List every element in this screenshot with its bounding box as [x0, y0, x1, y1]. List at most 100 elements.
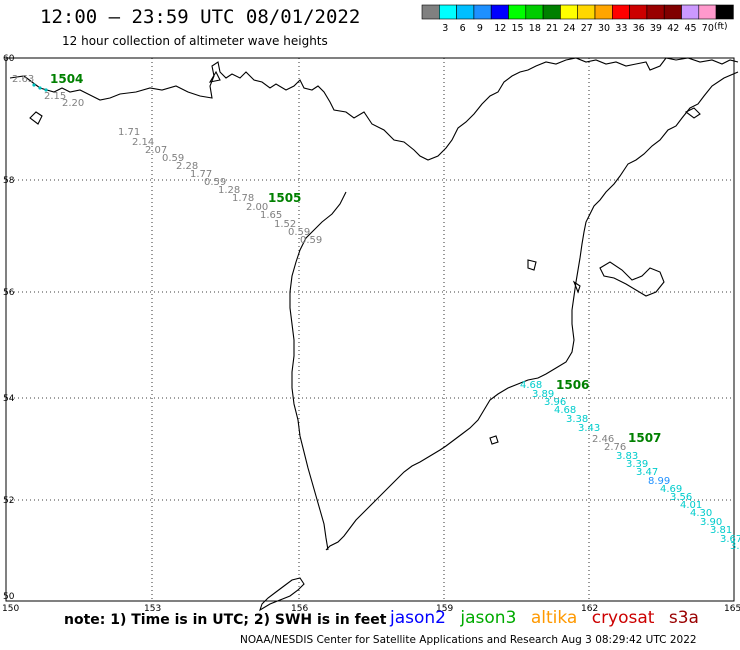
lat-tick-label: 52	[3, 496, 14, 506]
page-title: 12:00 – 23:59 UTC 08/01/2022	[40, 6, 361, 28]
lon-tick-label: 150	[2, 604, 19, 614]
color-scale-bin	[490, 4, 509, 20]
lon-tick-label: 153	[144, 604, 161, 614]
color-scale-label: 24	[563, 23, 575, 34]
island-7	[208, 70, 221, 83]
track-point	[38, 86, 42, 90]
swh-value: 3.81	[710, 525, 732, 536]
lon-tick-label: 156	[291, 604, 308, 614]
swh-value: 3.96	[544, 397, 566, 408]
coastline-kuril	[259, 577, 305, 612]
swh-value: 2.76	[604, 442, 626, 453]
lon-tick-label: 162	[581, 604, 598, 614]
swh-value: 0.59	[162, 153, 184, 164]
credit-line: NOAA/NESDIS Center for Satellite Applica…	[240, 634, 697, 646]
lon-tick-label: 165	[724, 604, 740, 614]
track-point	[32, 83, 36, 87]
swh-value: 3.47	[636, 467, 658, 478]
track-label: 1505	[268, 191, 301, 205]
color-scale-label: 45	[685, 23, 697, 34]
lat-tick-label: 50	[3, 592, 15, 602]
swh-value: 3.38	[566, 414, 588, 425]
color-scale-label: 21	[546, 23, 558, 34]
color-scale-bin	[421, 4, 440, 20]
color-scale-label: 33	[615, 23, 627, 34]
note-text: note: 1) Time is in UTC; 2) SWH is in fe…	[64, 612, 387, 628]
swh-value: 1.52	[274, 219, 296, 230]
color-scale-label: 9	[477, 23, 483, 34]
swh-value: 3.7	[730, 541, 740, 552]
track-point	[44, 88, 48, 92]
color-scale-bar: 3 6 9 12 15 18 21 24 27 30 33 36 39 42 45 70	[421, 4, 734, 34]
color-scale-bin	[681, 4, 700, 20]
mission-s3a: s3a	[668, 608, 699, 628]
swh-value: 1.78	[232, 193, 254, 204]
color-scale-bin	[715, 4, 734, 20]
color-scale-label: 3	[442, 23, 448, 34]
island-2	[572, 280, 581, 294]
color-scale-bin	[594, 4, 613, 20]
swh-value: 3.89	[532, 389, 554, 400]
swh-value: 1.77	[190, 169, 212, 180]
color-scale-label: 42	[667, 23, 679, 34]
island-6	[489, 435, 499, 445]
color-scale-bin	[629, 4, 648, 20]
swh-value: 3.39	[626, 459, 648, 470]
color-scale-label: 6	[460, 23, 466, 34]
mission-cryosat: cryosat	[591, 608, 655, 628]
swh-value: 3.90	[700, 517, 722, 528]
lat-tick-label: 60	[3, 54, 15, 64]
page-subtitle: 12 hour collection of altimeter wave hei…	[62, 34, 328, 48]
swh-value: 3.83	[616, 451, 638, 462]
mission-altika: altika	[530, 608, 578, 628]
color-scale-bin	[542, 4, 561, 20]
island-3	[599, 261, 665, 297]
swh-value: 2.63	[12, 74, 34, 85]
swh-value: 4.68	[520, 380, 542, 391]
color-scale-bin	[560, 4, 579, 20]
lat-tick-label: 54	[3, 394, 15, 404]
lon-tick-label: 159	[436, 604, 453, 614]
track-label: 1506	[556, 378, 589, 392]
color-scale-bin	[646, 4, 665, 20]
color-scale-bin	[525, 4, 544, 20]
color-scale-bin	[438, 4, 457, 20]
swh-value: 2.28	[176, 161, 198, 172]
swh-value: 4.68	[554, 405, 576, 416]
track-label: 1507	[628, 431, 661, 445]
swh-value: 0.59	[204, 177, 226, 188]
island-1	[527, 259, 537, 271]
coastline-mainland	[9, 57, 739, 161]
coastline-kamchatka-west	[325, 71, 739, 551]
mission-jason2: jason2	[390, 608, 446, 628]
swh-value: 4.30	[690, 508, 712, 519]
swh-value: 1.71	[118, 127, 140, 138]
color-scale-bin	[456, 4, 475, 20]
island-4	[684, 107, 701, 119]
color-scale-label: 12	[494, 23, 506, 34]
swh-value: 1.65	[260, 210, 282, 221]
swh-value: 4.01	[680, 500, 702, 511]
color-scale-unit: (ft)	[714, 22, 728, 32]
color-scale-label: 36	[633, 23, 645, 34]
map-frame	[5, 57, 735, 602]
island-5	[29, 111, 43, 125]
swh-value: 0.59	[288, 227, 310, 238]
color-scale-label: 15	[512, 23, 524, 34]
swh-value: 2.15	[44, 91, 66, 102]
color-scale-bin	[577, 4, 596, 20]
mission-jason3: jason3	[460, 608, 517, 628]
swh-value: 2.07	[145, 145, 167, 156]
color-scale-bin	[508, 4, 527, 20]
color-scale-bin	[698, 4, 717, 20]
lat-tick-label: 58	[3, 176, 15, 186]
swh-value: 2.14	[132, 137, 154, 148]
color-scale-label: 70	[702, 23, 714, 34]
swh-value: 3.67	[720, 534, 740, 545]
swh-value: 2.46	[592, 434, 614, 445]
coastline-west	[289, 191, 347, 551]
swh-value: 3.56	[670, 492, 692, 503]
altimeter-tracks: 1504 1505 1506 1507 2.63 2.152.20 1.712.142.07…	[12, 72, 740, 552]
color-scale-label: 30	[598, 23, 610, 34]
